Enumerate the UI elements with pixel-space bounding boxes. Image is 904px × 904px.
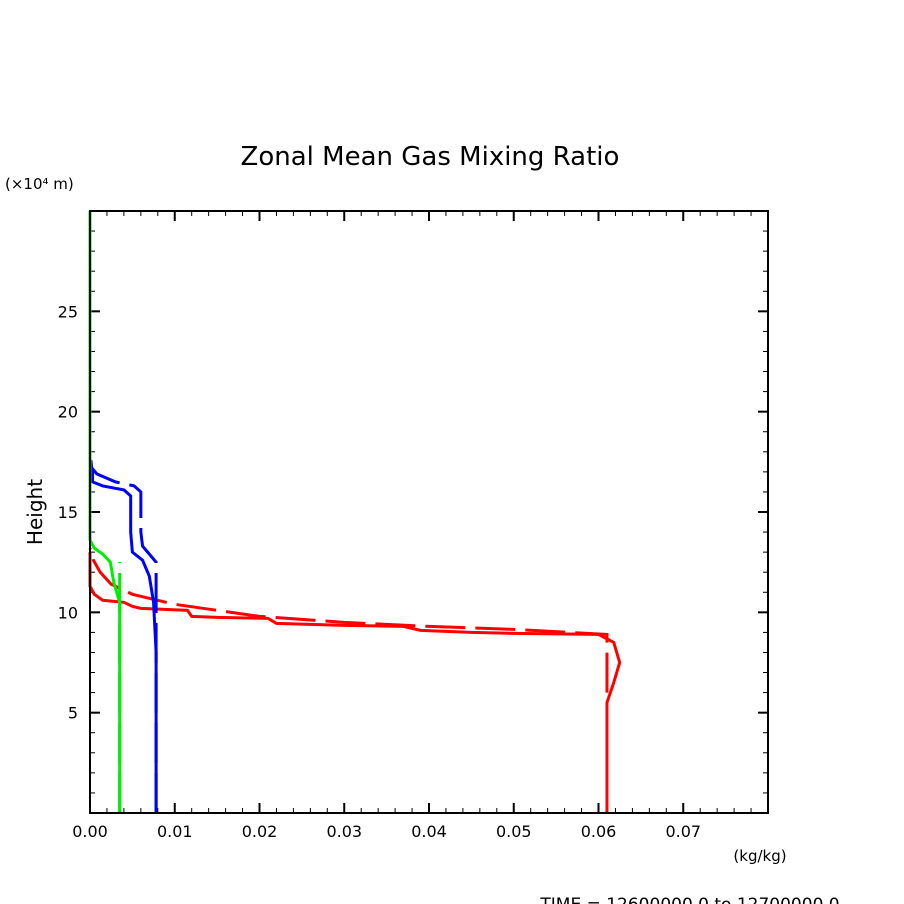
x-tick-label: 0.07 xyxy=(665,822,701,841)
series-line-0 xyxy=(88,552,622,813)
chart-title: Zonal Mean Gas Mixing Ratio xyxy=(241,142,620,172)
x-tick-label: 0.06 xyxy=(581,822,617,841)
x-tick-label: 0.03 xyxy=(326,822,362,841)
y-tick-label: 5 xyxy=(68,704,78,723)
y-tick-label: 25 xyxy=(58,302,78,321)
y-tick-label: 15 xyxy=(58,503,78,522)
x-tick-label: 0.04 xyxy=(411,822,447,841)
series-line-3 xyxy=(88,451,158,813)
y-tick-label: 20 xyxy=(58,403,78,422)
x-axis-label: (kg/kg) xyxy=(733,847,786,865)
x-tick-label: 0.02 xyxy=(242,822,278,841)
y-axis-label: Height xyxy=(23,479,47,545)
series-line-1 xyxy=(88,547,609,693)
y-unit-label: (×10⁴ m) xyxy=(5,175,74,193)
x-tick-label: 0.00 xyxy=(72,822,108,841)
series-line-2 xyxy=(88,461,158,813)
x-tick-label: 0.01 xyxy=(157,822,193,841)
plot-frame xyxy=(89,210,769,814)
time-footer: TIME = 12600000.0 to 12700000.0 xyxy=(539,895,839,904)
x-tick-label: 0.05 xyxy=(496,822,532,841)
y-tick-label: 10 xyxy=(58,603,78,622)
